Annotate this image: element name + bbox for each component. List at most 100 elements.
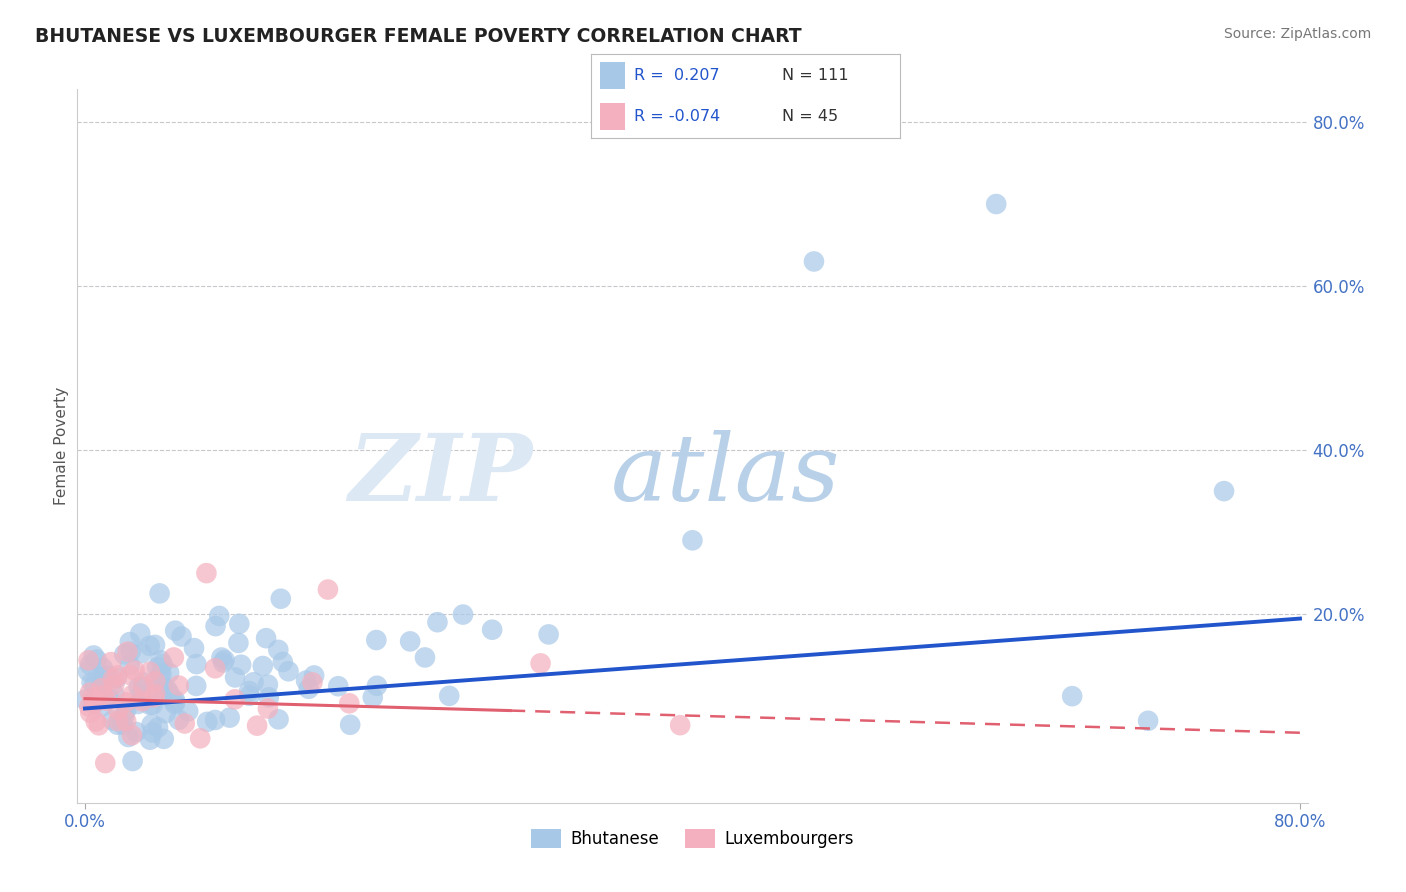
- Point: [77, 665, 100, 679]
- Point: [316, 582, 339, 597]
- Point: [83, 648, 105, 663]
- Point: [118, 635, 141, 649]
- Text: ZIP: ZIP: [349, 430, 533, 519]
- Point: [211, 650, 233, 665]
- Point: [986, 197, 1008, 211]
- Point: [152, 731, 174, 746]
- Point: [228, 636, 250, 650]
- Point: [337, 696, 360, 710]
- Point: [399, 634, 422, 648]
- Point: [105, 668, 128, 682]
- Text: BHUTANESE VS LUXEMBOURGER FEMALE POVERTY CORRELATION CHART: BHUTANESE VS LUXEMBOURGER FEMALE POVERTY…: [35, 27, 801, 45]
- Point: [129, 687, 152, 701]
- Point: [143, 638, 166, 652]
- Point: [77, 653, 100, 667]
- Point: [107, 703, 129, 717]
- Point: [163, 693, 186, 707]
- Point: [79, 657, 101, 672]
- Point: [149, 667, 172, 681]
- Point: [439, 689, 461, 703]
- Point: [86, 652, 108, 666]
- Point: [481, 623, 503, 637]
- Point: [163, 650, 186, 665]
- Point: [121, 728, 143, 742]
- Point: [143, 687, 166, 701]
- Point: [188, 731, 211, 746]
- Point: [218, 711, 240, 725]
- Point: [361, 690, 384, 705]
- Point: [87, 718, 110, 732]
- Point: [1213, 484, 1236, 499]
- Point: [803, 254, 825, 268]
- Point: [142, 690, 165, 705]
- Point: [124, 664, 146, 678]
- Point: [246, 719, 269, 733]
- Point: [298, 681, 321, 696]
- Point: [149, 653, 172, 667]
- Text: R =  0.207: R = 0.207: [634, 68, 720, 83]
- Point: [91, 699, 114, 714]
- Point: [155, 706, 177, 721]
- Point: [1137, 714, 1160, 728]
- Point: [150, 667, 173, 681]
- Point: [152, 681, 174, 696]
- Point: [177, 704, 200, 718]
- Point: [103, 687, 125, 701]
- Y-axis label: Female Poverty: Female Poverty: [53, 387, 69, 505]
- Point: [117, 645, 139, 659]
- Legend: Bhutanese, Luxembourgers: Bhutanese, Luxembourgers: [524, 822, 860, 855]
- Point: [80, 675, 103, 690]
- Point: [167, 679, 190, 693]
- Text: N = 45: N = 45: [782, 109, 838, 124]
- Point: [238, 684, 260, 698]
- Point: [537, 627, 560, 641]
- Point: [163, 695, 186, 709]
- Point: [115, 714, 138, 728]
- Point: [195, 714, 218, 729]
- Point: [96, 693, 118, 707]
- Point: [257, 690, 280, 705]
- Point: [529, 657, 551, 671]
- Point: [117, 730, 139, 744]
- Point: [79, 699, 101, 714]
- Point: [208, 609, 231, 624]
- Point: [228, 616, 250, 631]
- Point: [157, 686, 180, 700]
- Bar: [600, 62, 624, 89]
- Point: [93, 670, 115, 684]
- Point: [141, 725, 163, 739]
- Point: [224, 670, 246, 684]
- Point: [91, 661, 114, 675]
- Point: [156, 681, 179, 696]
- Point: [105, 671, 128, 685]
- Point: [152, 657, 174, 671]
- Point: [96, 668, 118, 682]
- Point: [79, 686, 101, 700]
- Point: [83, 695, 105, 709]
- Point: [100, 655, 122, 669]
- Point: [141, 717, 163, 731]
- Point: [91, 688, 114, 702]
- Point: [115, 703, 138, 717]
- Point: [132, 680, 155, 694]
- Text: R = -0.074: R = -0.074: [634, 109, 720, 124]
- Point: [204, 619, 226, 633]
- Point: [257, 701, 280, 715]
- Point: [267, 712, 290, 726]
- Point: [82, 691, 104, 706]
- Point: [413, 650, 436, 665]
- Point: [121, 688, 143, 702]
- Point: [186, 657, 208, 671]
- Point: [139, 698, 162, 712]
- Point: [186, 679, 208, 693]
- Point: [301, 675, 323, 690]
- Point: [138, 639, 160, 653]
- Point: [229, 657, 252, 672]
- Point: [91, 676, 114, 690]
- Point: [252, 659, 274, 673]
- Point: [118, 668, 141, 682]
- Point: [139, 665, 162, 679]
- Point: [682, 533, 704, 548]
- Point: [165, 624, 187, 638]
- Point: [195, 566, 218, 581]
